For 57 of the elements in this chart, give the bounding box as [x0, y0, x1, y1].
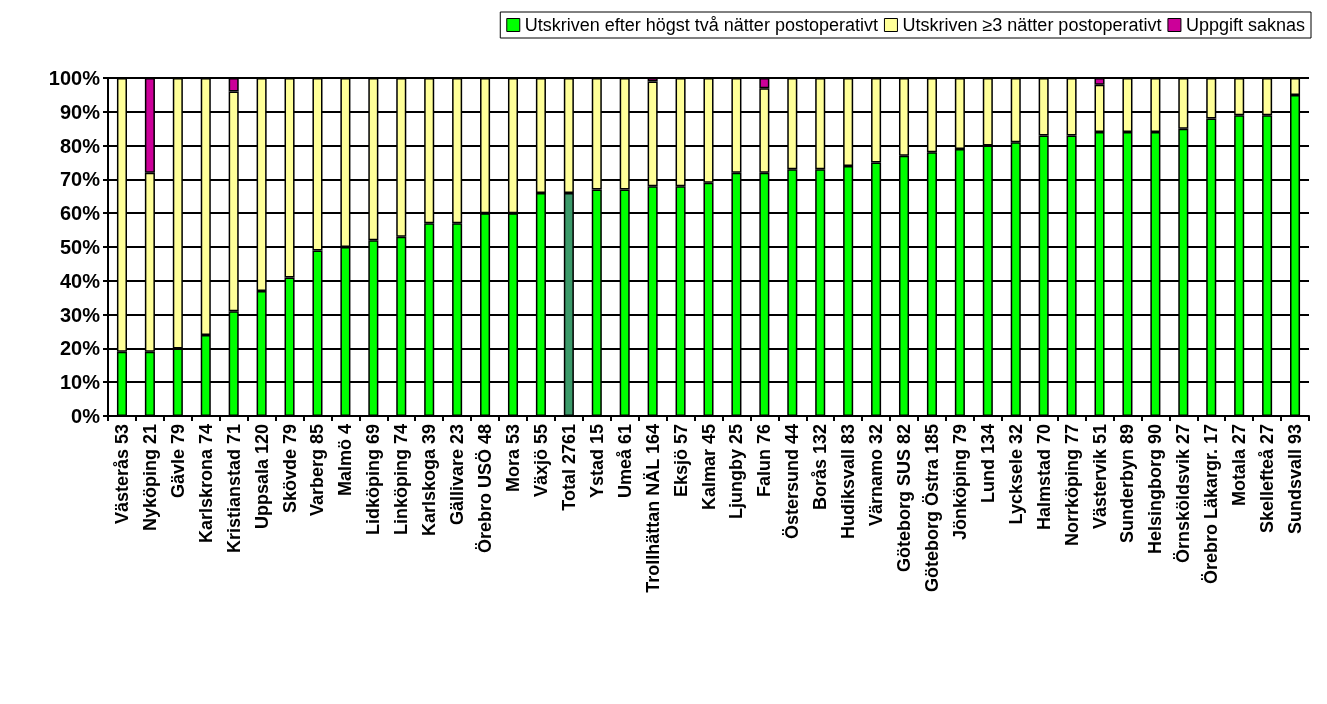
x-tick-label: Total 2761 [558, 424, 579, 511]
x-tick-label: Lycksele 32 [1005, 424, 1026, 525]
x-tick-label: Växjö 55 [530, 424, 551, 498]
legend-label: Utskriven efter högst två nätter postoperativt [524, 15, 878, 35]
x-tick-label: Lund 134 [977, 424, 998, 504]
x-tick-label: Mora 53 [502, 424, 523, 493]
x-tick-label: Västervik 51 [1089, 424, 1110, 530]
x-tick-label: Gävle 79 [167, 424, 188, 499]
x-tick-label: Västerås 53 [111, 424, 132, 525]
x-tick-label: Helsingborg 90 [1145, 424, 1166, 555]
x-tick-label: Karlskrona 74 [195, 424, 216, 544]
x-tick-label: Kristianstad 71 [223, 424, 244, 554]
y-tick-label: 0% [71, 405, 101, 427]
x-tick-label: Jönköping 79 [949, 424, 970, 541]
x-tick-label: Uppsala 120 [251, 424, 272, 530]
x-tick-label: Falun 76 [754, 424, 775, 498]
x-tick-label: Kalmar 45 [698, 424, 719, 511]
x-tick-label: Motala 27 [1229, 424, 1250, 507]
x-tick-label: Örnsköldsvik 27 [1173, 424, 1194, 564]
y-tick-label: 90% [59, 100, 101, 123]
x-tick-label: Gällivare 23 [447, 424, 468, 526]
x-tick-label: Sundsvall 93 [1285, 424, 1306, 535]
x-tick-label: Umeå 61 [614, 424, 635, 499]
x-tick-label: Halmstad 70 [1033, 424, 1054, 531]
legend-label: Utskriven ≥3 nätter postoperativt [902, 15, 1162, 35]
x-tick-label: Värnamo 32 [866, 424, 887, 527]
x-tick-label: Norrköping 77 [1061, 424, 1082, 547]
x-tick-label: Lidköping 69 [363, 424, 384, 536]
y-tick-label: 100% [48, 67, 101, 89]
x-tick-label: Skellefteå 27 [1257, 424, 1278, 534]
x-tick-label: Hudiksvall 83 [838, 424, 859, 540]
legend-label: Uppgift saknas [1185, 15, 1306, 35]
y-tick-label: 30% [59, 303, 101, 326]
y-tick-label: 80% [59, 134, 101, 157]
y-tick-label: 50% [59, 236, 101, 258]
x-tick-label: Östersund 44 [782, 424, 803, 540]
x-tick-label: Karlskoga 39 [419, 424, 440, 537]
x-tick-label: Sunderbyn 89 [1117, 424, 1138, 544]
y-tick-label: 60% [59, 202, 101, 225]
x-tick-label: Varberg 85 [307, 424, 328, 517]
x-tick-label: Nyköping 21 [139, 424, 160, 532]
x-tick-label: Göteborg SUS 82 [894, 424, 915, 573]
x-tick-label: Borås 132 [810, 424, 831, 511]
x-tick-label: Eksjö 57 [670, 424, 691, 498]
x-tick-label: Trollhättan NÄL 164 [642, 424, 663, 593]
y-tick-label: 10% [59, 371, 101, 394]
x-tick-label: Malmö 4 [335, 424, 356, 497]
y-tick-label: 20% [59, 337, 101, 360]
x-tick-label: Göteborg Östra 185 [921, 424, 942, 593]
x-tick-label: Linköping 74 [391, 424, 412, 536]
x-tick-label: Örebro Läkargr. 17 [1201, 424, 1222, 585]
y-tick-label: 40% [59, 269, 101, 292]
x-tick-label: Ystad 15 [586, 424, 607, 499]
x-tick-label: Ljungby 25 [726, 424, 747, 520]
x-tick-label: Örebro USÖ 48 [475, 424, 496, 554]
y-tick-label: 70% [59, 168, 101, 191]
x-tick-label: Skövde 79 [279, 424, 300, 514]
